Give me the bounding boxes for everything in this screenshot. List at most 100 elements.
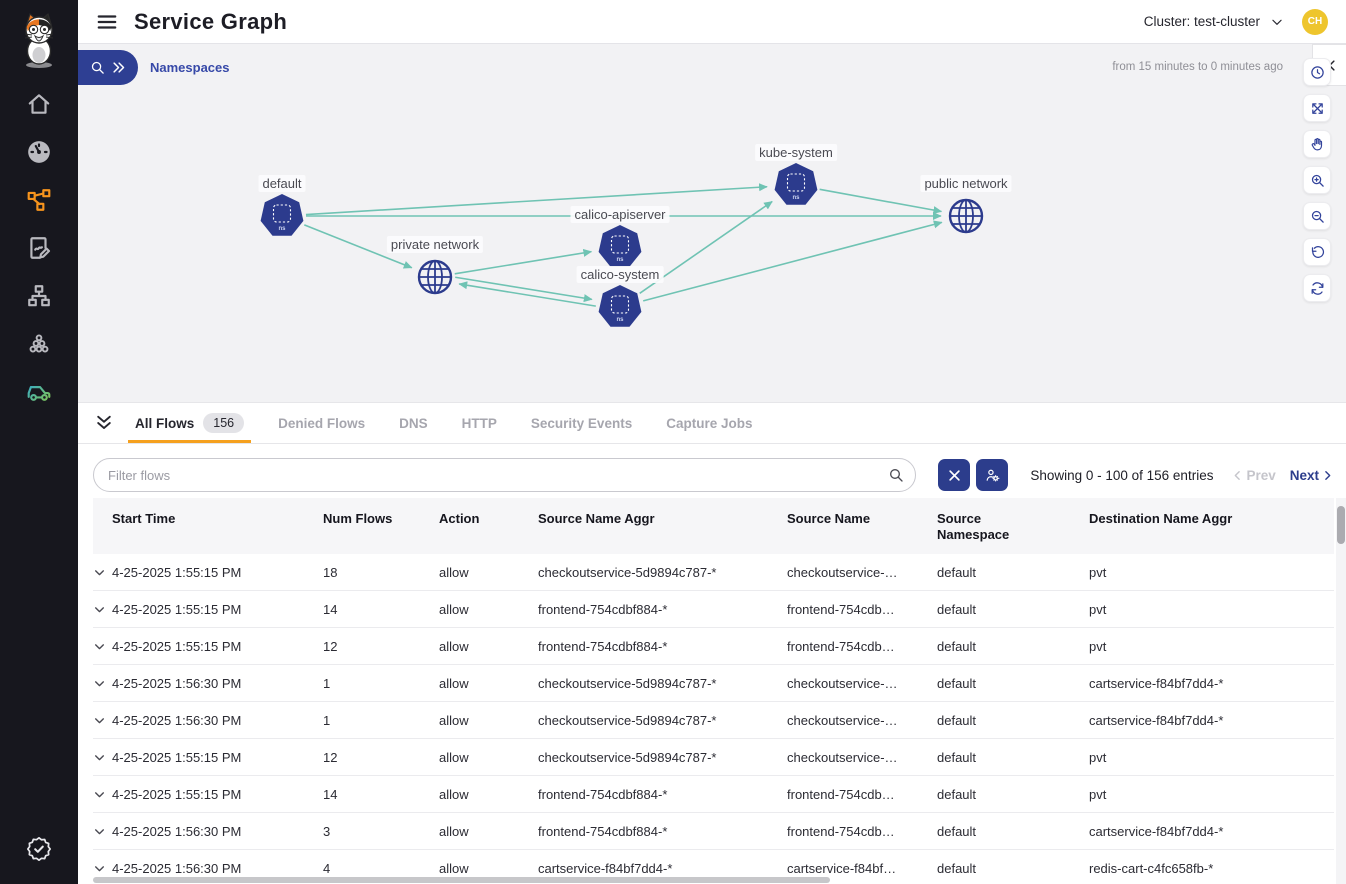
col-header-action[interactable]: Action xyxy=(439,511,480,526)
pan-button[interactable] xyxy=(1303,130,1331,158)
col-header-source-name-aggr[interactable]: Source Name Aggr xyxy=(538,511,655,526)
tab-label: Capture Jobs xyxy=(666,415,753,431)
tab-all-flows[interactable]: All Flows 156 xyxy=(128,403,252,443)
graph-node-private-network[interactable] xyxy=(417,259,453,295)
table-row[interactable]: 4-25-2025 1:56:30 PM 1 allow checkoutservic… xyxy=(93,665,1334,702)
tab-dns[interactable]: DNS xyxy=(392,403,435,443)
sidebar-nav xyxy=(0,80,78,416)
fit-screen-button[interactable] xyxy=(1303,94,1331,122)
customize-columns-button[interactable] xyxy=(976,459,1008,491)
graph-node-kube-system[interactable]: ns xyxy=(774,163,818,205)
graph-edge-private-network-to-calico-apiserver[interactable] xyxy=(454,248,593,275)
graph-edge-private-network-to-calico-system[interactable] xyxy=(455,276,593,303)
sidebar-item-dashboard[interactable] xyxy=(0,128,78,176)
col-header-destination-name-aggr[interactable]: Destination Name Aggr xyxy=(1089,511,1233,526)
graph-edge-calico-system-to-private-network[interactable] xyxy=(458,281,596,307)
graph-search-pill[interactable] xyxy=(78,50,138,85)
horizontal-scrollbar[interactable] xyxy=(93,877,1334,883)
table-row[interactable]: 4-25-2025 1:56:30 PM 3 allow frontend-754cd… xyxy=(93,813,1334,850)
row-expand-chevron-icon[interactable] xyxy=(93,714,112,727)
graph-edge-kube-system-to-public-network[interactable] xyxy=(819,188,943,215)
cell-destination-name-aggr: pvt xyxy=(1089,564,1107,580)
row-expand-chevron-icon[interactable] xyxy=(93,825,112,838)
table-row[interactable]: 4-25-2025 1:55:15 PM 14 allow frontend-754c… xyxy=(93,591,1334,628)
row-expand-chevron-icon[interactable] xyxy=(93,788,112,801)
graph-node-label-calico-apiserver: calico-apiserver xyxy=(570,206,670,223)
tab-capture-jobs[interactable]: Capture Jobs xyxy=(659,403,759,443)
tab-http[interactable]: HTTP xyxy=(455,403,504,443)
graph-node-calico-system[interactable]: ns xyxy=(598,285,642,327)
service-graph-icon xyxy=(26,187,52,213)
network-icon xyxy=(26,283,52,309)
cluster-selector-label: Cluster: test-cluster xyxy=(1143,14,1260,29)
fullscreen-icon xyxy=(1310,101,1325,116)
sidebar-item-home[interactable] xyxy=(0,80,78,128)
vertical-scrollbar-thumb[interactable] xyxy=(1337,506,1345,544)
table-row[interactable]: 4-25-2025 1:55:15 PM 12 allow checkoutservi… xyxy=(93,739,1334,776)
graph-canvas: Namespaces from 15 minutes to 0 minutes … xyxy=(78,44,1346,402)
horizontal-scrollbar-thumb[interactable] xyxy=(93,877,830,883)
next-page-button[interactable]: Next xyxy=(1290,468,1334,483)
double-chevron-right-icon xyxy=(111,60,126,75)
cluster-selector[interactable]: Cluster: test-cluster xyxy=(1144,14,1284,29)
app-header: Service Graph Cluster: test-cluster CH xyxy=(78,0,1346,44)
zoom-out-button[interactable] xyxy=(1303,202,1331,230)
tab-denied-flows[interactable]: Denied Flows xyxy=(271,403,372,443)
graph-edge-default-to-kube-system[interactable] xyxy=(305,183,768,216)
cell-num-flows: 1 xyxy=(323,712,331,728)
sidebar-item-network[interactable] xyxy=(0,272,78,320)
row-expand-chevron-icon[interactable] xyxy=(93,751,112,764)
breadcrumb[interactable]: Namespaces xyxy=(150,60,230,75)
clear-filter-button[interactable] xyxy=(938,459,970,491)
filter-flows-input[interactable] xyxy=(93,458,916,492)
row-expand-chevron-icon[interactable] xyxy=(93,603,112,616)
table-row[interactable]: 4-25-2025 1:55:15 PM 12 allow frontend-754c… xyxy=(93,628,1334,665)
badge-check-icon[interactable] xyxy=(26,836,52,862)
table-row[interactable]: 4-25-2025 1:55:15 PM 14 allow frontend-754c… xyxy=(93,776,1334,813)
refresh-button[interactable] xyxy=(1303,274,1331,302)
table-row[interactable]: 4-25-2025 1:56:30 PM 1 allow checkoutservic… xyxy=(93,702,1334,739)
chevron-double-down-icon[interactable] xyxy=(94,413,114,433)
avatar[interactable]: CH xyxy=(1302,8,1328,35)
table-row[interactable]: 4-25-2025 1:55:15 PM 18 allow checkoutservi… xyxy=(93,554,1334,591)
cell-num-flows: 4 xyxy=(323,860,331,876)
graph-edge-calico-system-to-public-network[interactable] xyxy=(643,220,943,302)
service-graph-viewport[interactable]: ns ns ns ns default private network calico… xyxy=(78,90,1346,402)
calico-logo[interactable] xyxy=(0,0,78,80)
graph-node-calico-apiserver[interactable]: ns xyxy=(598,225,642,267)
clock-icon xyxy=(1310,65,1325,80)
zoom-in-button[interactable] xyxy=(1303,166,1331,194)
cell-source-name-aggr: checkoutservice-5d9894c787-* xyxy=(538,712,717,728)
graph-edge-default-to-private-network[interactable] xyxy=(303,224,413,269)
cell-start-time: 4-25-2025 1:55:15 PM xyxy=(112,601,242,617)
tab-security-events[interactable]: Security Events xyxy=(524,403,639,443)
sidebar-item-clusters[interactable] xyxy=(0,320,78,368)
undo-button[interactable] xyxy=(1303,238,1331,266)
sidebar-item-reports[interactable] xyxy=(0,224,78,272)
graph-node-public-network[interactable] xyxy=(948,198,984,234)
cell-source-namespace: default xyxy=(937,675,977,691)
cell-source-name-aggr: checkoutservice-5d9894c787-* xyxy=(538,749,717,765)
time-button[interactable] xyxy=(1303,58,1331,86)
row-expand-chevron-icon[interactable] xyxy=(93,677,112,690)
vertical-scrollbar[interactable] xyxy=(1336,498,1346,884)
col-header-start-time[interactable]: Start Time xyxy=(112,511,176,526)
page-title: Service Graph xyxy=(134,8,288,34)
col-header-num-flows[interactable]: Num Flows xyxy=(323,511,393,526)
row-expand-chevron-icon[interactable] xyxy=(93,640,112,653)
tab-label: HTTP xyxy=(461,415,497,431)
cell-action: allow xyxy=(439,564,469,580)
cell-source-name-aggr: frontend-754cdbf884-* xyxy=(538,823,668,839)
col-header-source-name[interactable]: Source Name xyxy=(787,511,871,526)
menu-icon[interactable] xyxy=(96,11,118,33)
row-expand-chevron-icon[interactable] xyxy=(93,566,112,579)
graph-node-default[interactable]: ns xyxy=(260,194,304,236)
sidebar-item-compliance-car[interactable] xyxy=(0,368,78,416)
cell-source-namespace: default xyxy=(937,638,977,654)
cell-source-name-aggr: frontend-754cdbf884-* xyxy=(538,638,668,654)
sidebar-item-service-graph[interactable] xyxy=(0,176,78,224)
prev-page-button[interactable]: Prev xyxy=(1231,468,1276,483)
col-header-source-namespace[interactable]: Source Namespace xyxy=(937,511,1010,542)
row-expand-chevron-icon[interactable] xyxy=(93,862,112,875)
cell-num-flows: 12 xyxy=(323,749,338,765)
